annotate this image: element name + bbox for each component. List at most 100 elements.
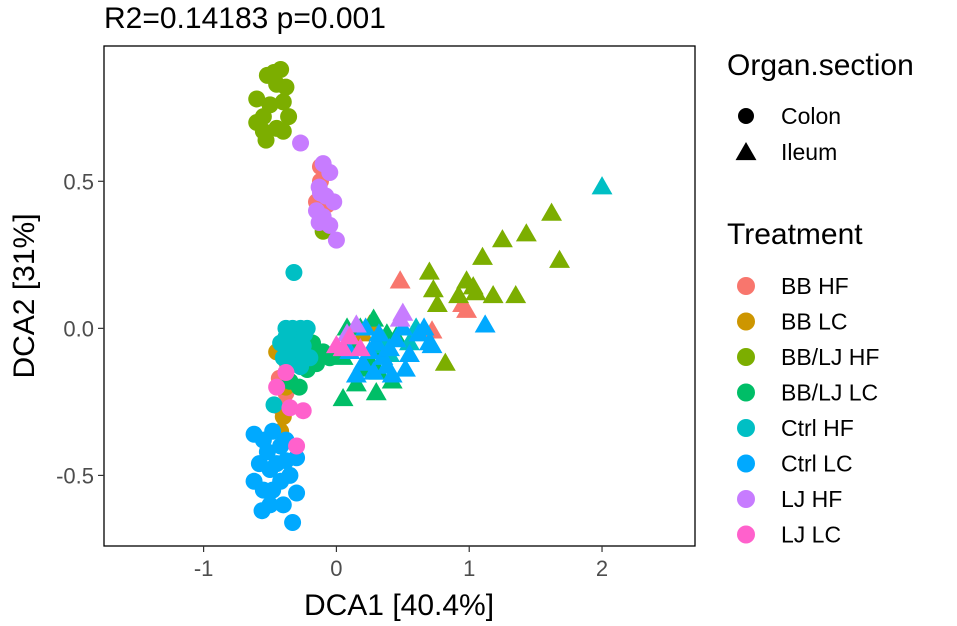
point-ctrl-hf-colon	[272, 334, 290, 352]
point-bb-lj-lc-colon	[290, 378, 308, 396]
shape-legend-label: Colon	[781, 103, 841, 129]
point-ctrl-lc-ileum	[352, 352, 374, 371]
point-bb-lj-hf-colon	[277, 78, 295, 96]
point-ctrl-hf-ileum	[591, 176, 613, 195]
point-bb-lj-hf-colon	[261, 96, 279, 114]
color-legend-title: Treatment	[727, 218, 863, 251]
point-bb-lj-lc-ileum	[365, 382, 387, 401]
point-bb-hf-ileum	[456, 299, 478, 318]
point-lj-lc-colon	[268, 378, 286, 396]
treatment-key-dot	[737, 454, 755, 473]
point-lj-hf-colon	[310, 213, 328, 231]
point-ctrl-lc-ileum	[399, 343, 420, 362]
point-bb-lj-hf-colon	[280, 108, 298, 126]
colon-key-icon	[738, 108, 754, 124]
treatment-key-dot	[737, 312, 755, 331]
point-lj-lc-colon	[294, 402, 312, 420]
point-ctrl-hf-colon	[301, 349, 319, 367]
color-legend-label: BB HF	[781, 273, 849, 299]
point-lj-hf-ileum	[345, 314, 367, 333]
point-ctrl-lc-colon	[288, 449, 306, 467]
point-lj-hf-ileum	[392, 302, 414, 321]
y-axis-label: DCA2 [31%]	[8, 213, 41, 378]
treatment-key-dot	[737, 525, 755, 544]
point-lj-hf-colon	[292, 134, 310, 152]
point-bb-lj-hf-colon	[257, 131, 275, 149]
y-tick-label: 0.0	[63, 316, 94, 341]
x-axis: -1 0 1 2	[194, 546, 608, 581]
point-ctrl-lc-ileum	[474, 314, 496, 333]
treatment-key-dot	[737, 419, 755, 437]
point-bb-lj-hf-ileum	[482, 285, 504, 304]
point-ctrl-lc-ileum	[363, 361, 385, 380]
data-points	[245, 61, 613, 531]
ileum-key-icon	[735, 142, 757, 161]
color-legend-label: LJ HF	[781, 486, 842, 512]
point-ctrl-lc-ileum	[381, 364, 403, 383]
point-bb-lj-hf-ileum	[549, 249, 570, 268]
y-tick-label: 0.5	[63, 169, 94, 194]
color-legend-label: Ctrl HF	[781, 415, 854, 441]
color-legend-label: Ctrl LC	[781, 451, 853, 477]
point-bb-lj-hf-ileum	[465, 282, 487, 301]
point-lj-hf-colon	[311, 184, 329, 202]
x-tick-label: 2	[596, 556, 608, 581]
color-legend-label: BB/LJ HF	[781, 344, 879, 370]
point-ctrl-lc-ileum	[368, 323, 390, 342]
x-axis-label: DCA1 [40.4%]	[304, 589, 494, 622]
point-ctrl-hf-colon	[265, 396, 283, 414]
point-ctrl-lc-colon	[288, 484, 306, 502]
point-lj-lc-ileum	[325, 335, 347, 354]
point-lj-lc-colon	[277, 363, 295, 381]
point-lj-hf-colon	[321, 163, 339, 181]
y-axis: -0.5 0.0 0.5	[56, 169, 104, 488]
point-lj-lc-ileum	[349, 337, 371, 357]
point-bb-lj-hf-ileum	[418, 261, 440, 280]
shape-legend-label: Ileum	[781, 139, 837, 165]
x-tick-label: -1	[194, 556, 214, 581]
x-tick-label: 1	[463, 556, 475, 581]
point-ctrl-lc-colon	[284, 513, 302, 531]
point-lj-hf-colon	[327, 231, 345, 249]
point-bb-lj-hf-ileum	[422, 279, 444, 298]
point-bb-lj-hf-colon	[274, 122, 292, 140]
point-ctrl-lc-colon	[253, 502, 271, 520]
point-bb-lj-lc-colon	[321, 349, 339, 367]
point-bb-lj-hf-ileum	[426, 293, 448, 312]
shape-legend: Organ.section Colon Ileum	[727, 49, 914, 165]
point-bb-lj-hf-ileum	[505, 285, 527, 304]
point-bb-lj-hf-ileum	[472, 246, 493, 265]
treatment-key-dot	[737, 277, 755, 295]
point-ctrl-lc-ileum	[385, 329, 407, 348]
point-ctrl-hf-colon	[296, 325, 314, 343]
color-legend-label: BB LC	[781, 309, 847, 335]
point-ctrl-hf-colon	[285, 340, 303, 358]
point-ctrl-lc-ileum	[345, 364, 367, 383]
point-ctrl-hf-colon	[285, 263, 303, 281]
plot-panel	[103, 45, 696, 547]
chart-title: R2=0.14183 p=0.001	[104, 2, 386, 35]
color-legend-label: LJ LC	[781, 522, 841, 548]
point-ctrl-lc-colon	[274, 496, 292, 514]
color-legend: Treatment BB HF BB LC BB/LJ HF BB/LJ LC Ctrl…	[727, 218, 879, 548]
point-bb-lj-hf-ileum	[541, 202, 563, 221]
point-bb-lj-hf-colon	[248, 90, 266, 108]
point-ctrl-lc-colon	[281, 466, 299, 484]
point-bb-hf-ileum	[389, 270, 411, 289]
point-ctrl-lc-colon	[258, 443, 276, 461]
treatment-key-dot	[737, 348, 755, 366]
point-ctrl-lc-ileum	[413, 317, 435, 336]
point-ctrl-lc-ileum	[421, 335, 443, 354]
shape-legend-title: Organ.section	[727, 49, 914, 82]
point-bb-lj-hf-ileum	[491, 229, 513, 248]
point-bb-lj-lc-ileum	[332, 387, 354, 407]
point-bb-lj-hf-ileum	[448, 285, 470, 304]
treatment-key-dot	[737, 490, 755, 508]
treatment-key-dot	[737, 383, 755, 402]
point-ctrl-lc-colon	[264, 422, 282, 440]
point-bb-lj-hf-colon	[258, 66, 276, 84]
point-bb-lj-hf-ileum	[434, 352, 456, 371]
point-lj-lc-ileum	[339, 326, 361, 345]
point-bb-lj-hf-colon	[274, 93, 292, 111]
